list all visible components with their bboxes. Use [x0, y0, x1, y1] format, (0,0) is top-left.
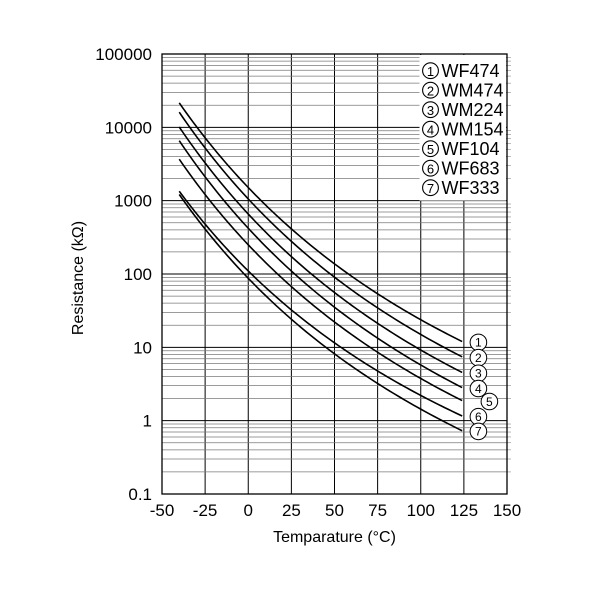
svg-text:5: 5	[486, 395, 493, 409]
svg-text:2: 2	[475, 351, 482, 365]
svg-text:10: 10	[133, 338, 152, 357]
svg-text:100: 100	[124, 265, 152, 284]
svg-text:0: 0	[243, 501, 252, 520]
svg-text:150: 150	[493, 501, 521, 520]
svg-text:100000: 100000	[95, 45, 152, 64]
svg-text:1: 1	[427, 64, 434, 79]
svg-text:100: 100	[407, 501, 435, 520]
svg-text:5: 5	[427, 142, 434, 157]
svg-text:WF474: WF474	[442, 61, 500, 81]
svg-text:7: 7	[427, 181, 434, 196]
svg-text:1: 1	[143, 412, 152, 431]
svg-text:3: 3	[427, 103, 434, 118]
svg-text:WF683: WF683	[442, 159, 500, 179]
svg-text:125: 125	[450, 501, 478, 520]
svg-text:4: 4	[475, 382, 482, 396]
svg-text:50: 50	[325, 501, 344, 520]
svg-text:6: 6	[475, 410, 482, 424]
svg-text:WM474: WM474	[442, 81, 504, 101]
svg-text:Resistance (kΩ): Resistance (kΩ)	[70, 221, 87, 335]
svg-text:2: 2	[427, 84, 434, 99]
svg-text:75: 75	[368, 501, 387, 520]
svg-text:Temparature (°C): Temparature (°C)	[273, 529, 396, 546]
svg-text:1000: 1000	[114, 192, 152, 211]
svg-text:25: 25	[282, 501, 301, 520]
svg-text:-50: -50	[150, 501, 175, 520]
svg-text:WM154: WM154	[442, 120, 504, 140]
svg-text:WM224: WM224	[442, 100, 504, 120]
svg-text:7: 7	[475, 425, 482, 439]
svg-text:4: 4	[427, 123, 434, 138]
svg-text:6: 6	[427, 162, 434, 177]
svg-text:0.1: 0.1	[128, 485, 152, 504]
svg-text:3: 3	[475, 367, 482, 381]
svg-text:-25: -25	[193, 501, 218, 520]
svg-text:WF104: WF104	[442, 139, 500, 159]
svg-text:1: 1	[475, 336, 482, 350]
svg-text:10000: 10000	[105, 118, 152, 137]
svg-text:WF333: WF333	[442, 178, 500, 198]
